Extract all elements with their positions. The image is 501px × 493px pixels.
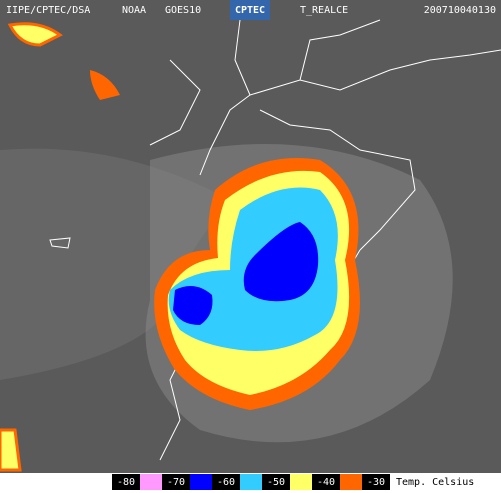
- legend-label-box: [362, 474, 390, 490]
- legend-label-box: [162, 474, 190, 490]
- legend-label-box: [312, 474, 340, 490]
- legend-swatch: [190, 474, 212, 490]
- product: T_REALCE: [300, 5, 348, 16]
- legend: -80 -70 -60 -50 -40 -30 Temp. Celsius: [112, 474, 474, 490]
- legend-label: -70: [167, 477, 185, 488]
- logo-box: [230, 0, 270, 20]
- legend-swatch: [140, 474, 162, 490]
- logo: CPTEC: [235, 5, 265, 16]
- legend-label: -30: [367, 477, 385, 488]
- legend-label-box: [212, 474, 240, 490]
- legend-swatch: [340, 474, 362, 490]
- cold-tops: [0, 22, 360, 472]
- legend-swatch: [290, 474, 312, 490]
- source: IIPE/CPTEC/DSA: [6, 5, 90, 16]
- legend-label: -40: [317, 477, 335, 488]
- legend-label: -50: [267, 477, 285, 488]
- legend-label: -80: [117, 477, 135, 488]
- legend-label: -60: [217, 477, 235, 488]
- satellite: GOES10: [165, 5, 201, 16]
- timestamp: 200710040130: [424, 5, 496, 16]
- legend-unit: Temp. Celsius: [396, 477, 474, 488]
- legend-label-box: [112, 474, 140, 490]
- agency: NOAA: [122, 5, 146, 16]
- legend-label-box: [262, 474, 290, 490]
- legend-swatch: [240, 474, 262, 490]
